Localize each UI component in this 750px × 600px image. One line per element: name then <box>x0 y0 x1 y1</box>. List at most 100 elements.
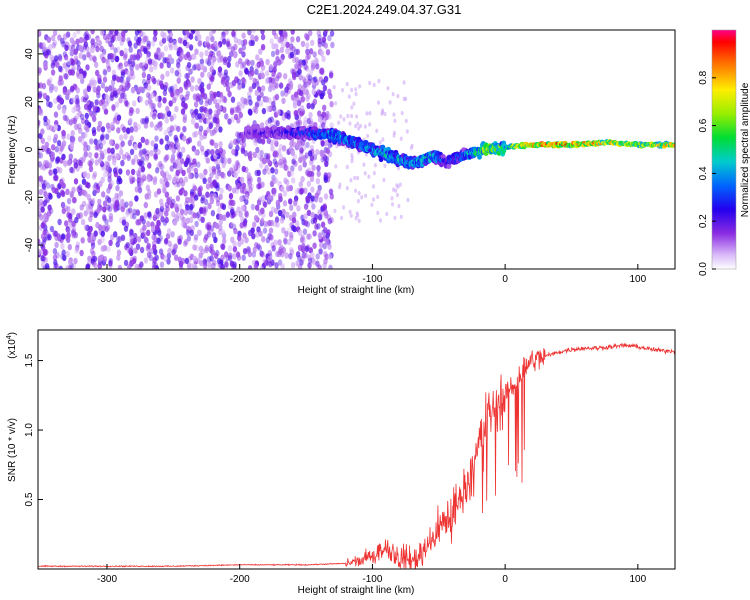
spectrogram-noise-cell <box>116 175 122 182</box>
spectrogram-noise-cell <box>191 145 196 152</box>
spectrogram-noise-cell <box>97 74 102 81</box>
spectrogram-noise-cell <box>136 180 142 188</box>
spectrogram-noise-cell <box>133 143 138 151</box>
spectrogram-noise-cell <box>218 193 223 200</box>
spectrogram-noise-cell <box>278 161 284 169</box>
spectrogram-noise-cell <box>205 35 210 43</box>
spectrogram-noise-cell <box>156 219 161 227</box>
spectrogram-noise-cell <box>160 73 165 81</box>
spectrogram-noise-cell <box>190 76 195 83</box>
x-tick-label: 100 <box>629 274 646 285</box>
spectrogram-noise-cell <box>145 53 151 61</box>
spectrogram-noise-cell <box>74 247 80 254</box>
spectrogram-noise-cell <box>320 221 326 228</box>
spectrogram-noise-cell <box>231 187 237 194</box>
spectrogram-noise-cell <box>250 59 255 67</box>
spectrogram-noise-cell <box>140 118 145 125</box>
spectrogram-noise-cell <box>196 229 202 237</box>
spectrogram-noise-cell <box>170 91 175 98</box>
spectrogram-noise-cell <box>278 153 284 161</box>
spectrogram-noise-cell <box>66 89 71 96</box>
spectrogram-noise-cell <box>236 137 241 144</box>
spectrogram-noise-cell <box>256 243 261 250</box>
spectrogram-noise-cell <box>252 106 257 113</box>
spectrogram-noise-cell <box>194 48 199 55</box>
spectrogram-noise-cell <box>101 56 106 64</box>
spectrogram-noise-cell <box>61 249 66 256</box>
spectrogram-noise-cell <box>209 66 214 73</box>
spectrogram-noise-cell <box>285 211 290 218</box>
spectrogram-noise-cell <box>286 110 291 117</box>
spectrogram-noise-cell <box>112 167 118 174</box>
spectrogram-noise-cell <box>291 141 297 148</box>
spectrogram-noise-cell <box>94 61 99 68</box>
spectrogram-noise-cell <box>205 157 210 164</box>
spectrogram-noise-cell <box>142 35 148 43</box>
spectrogram-noise-cell <box>123 225 129 232</box>
snr-x-axis-label: Height of straight line (km) <box>298 585 415 596</box>
spectrogram-noise-cell <box>160 169 165 177</box>
spectrogram-noise-cell <box>267 117 272 124</box>
spectrogram-noise-cell <box>109 180 115 187</box>
spectrogram-noise-cell <box>216 159 221 166</box>
spectrogram-noise-cell <box>275 120 280 127</box>
spectrogram-noise-cell <box>67 259 73 266</box>
spectrogram-noise-cell <box>271 30 277 36</box>
spectrogram-noise-cell <box>120 159 125 167</box>
spectrogram-noise-cell <box>322 84 328 92</box>
spectrogram-noise-cell <box>239 62 245 70</box>
spectrogram-noise-cell <box>305 95 310 102</box>
spectrogram-noise-cell <box>258 48 263 55</box>
spectrogram-noise-cell <box>141 231 147 238</box>
spectrogram-noise-cell <box>192 212 197 219</box>
spectrogram-noise-cell <box>102 206 107 213</box>
spectrogram-noise-cell <box>348 121 352 126</box>
spectrogram-noise-cell <box>186 61 192 69</box>
spectrogram-noise-cell <box>197 113 202 120</box>
spectrogram-noise-cell <box>213 127 218 134</box>
spectrogram-noise-cell <box>254 89 259 97</box>
spectrogram-noise-cell <box>324 139 329 147</box>
spectrogram-noise-cell <box>280 90 285 97</box>
spectrogram-noise-cell <box>300 139 306 146</box>
spectrogram-noise-cell <box>146 220 151 228</box>
spectrogram-noise-cell <box>38 119 41 126</box>
spectrogram-noise-cell <box>297 229 303 236</box>
spectrogram-noise-cell <box>116 254 121 261</box>
spectrogram-noise-cell <box>300 40 306 48</box>
spectrogram-noise-cell <box>153 235 158 242</box>
spectrogram-noise-cell <box>216 108 221 116</box>
spectrogram-noise-cell <box>78 36 84 44</box>
spectrogram-signal-cell <box>251 123 257 130</box>
spectrogram-noise-cell <box>260 72 265 80</box>
spectrogram-noise-cell <box>132 213 137 220</box>
spectrogram-noise-cell <box>117 236 123 243</box>
spectrogram-noise-cell <box>202 177 207 184</box>
spectrogram-noise-cell <box>350 87 354 93</box>
spectrogram-noise-cell <box>252 151 257 158</box>
spectrogram-noise-cell <box>305 195 310 202</box>
spectrogram-noise-cell <box>273 177 279 184</box>
spectrogram-noise-cell <box>248 86 253 93</box>
snr-y-ticks: 0.5 1.0 1.5 <box>24 353 43 506</box>
spectrogram-noise-cell <box>169 165 174 172</box>
spectrogram-noise-cell <box>203 168 208 176</box>
spectrogram-noise-cell <box>294 95 300 102</box>
spectrogram-noise-cell <box>240 147 246 154</box>
spectrogram-noise-cell <box>254 101 260 108</box>
spectrogram-noise-cell <box>283 237 288 244</box>
spectrogram-noise-cell <box>264 96 269 103</box>
spectrogram-noise-cell <box>62 114 68 121</box>
spectrogram-noise-cell <box>163 255 168 262</box>
spectrogram-noise-cell <box>236 101 242 108</box>
spectrogram-noise-cell <box>183 176 188 183</box>
spectrogram-noise-cell <box>327 142 333 149</box>
spectrogram-noise-cell <box>117 264 123 269</box>
spectrogram-noise-cell <box>141 173 146 180</box>
spectrogram-noise-cell <box>270 50 276 58</box>
spectrogram-noise-cell <box>299 259 304 266</box>
spectrogram-noise-cell <box>66 58 72 66</box>
spectrogram-noise-cell <box>289 44 294 52</box>
spectrogram-noise-cell <box>181 216 186 223</box>
spectrogram-noise-cell <box>50 34 56 42</box>
